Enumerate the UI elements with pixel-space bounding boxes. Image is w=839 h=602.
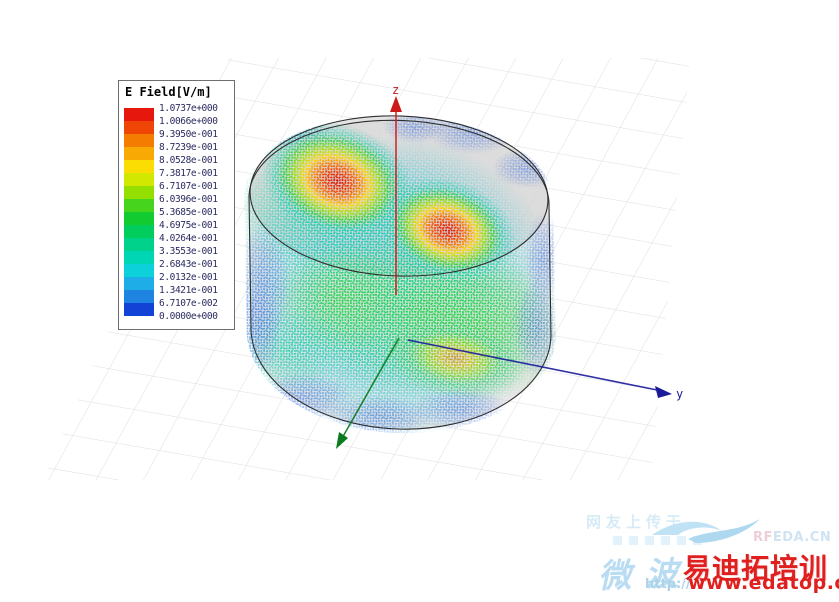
watermark-site-rf: RF — [753, 530, 773, 545]
legend-colorbar — [124, 108, 154, 316]
axis-x-arrow — [336, 432, 348, 449]
legend-color-band — [124, 303, 154, 316]
watermark-brand-name: 易迪拓培训 — [683, 552, 829, 585]
hotspot-top-right — [378, 177, 516, 283]
legend-color-band — [124, 147, 154, 160]
axis-z-arrow — [390, 96, 402, 112]
legend-value: 1.3421e-001 — [159, 285, 218, 296]
legend-value: 1.0066e+000 — [159, 116, 218, 127]
legend-color-band — [124, 173, 154, 186]
legend-value: 9.3950e-001 — [159, 129, 218, 140]
watermark-site-label: RFEDA.CN — [753, 530, 831, 545]
legend-value: 6.0396e-001 — [159, 194, 218, 205]
legend-value: 6.7107e-002 — [159, 298, 218, 309]
field-cloud — [244, 115, 556, 434]
hotspot-side-lower-right — [383, 317, 527, 399]
legend-color-band — [124, 212, 154, 225]
legend-value: 4.0264e-001 — [159, 233, 218, 244]
legend-value: 3.3553e-001 — [159, 246, 218, 257]
legend-color-band — [124, 225, 154, 238]
bird-logo — [652, 519, 760, 543]
legend-title: E Field[V/m] — [125, 85, 212, 99]
cylinder-model[interactable] — [223, 103, 573, 440]
legend-color-band — [124, 108, 154, 121]
axis-z: z — [390, 83, 402, 295]
cylinder-silhouette-edge — [248, 119, 552, 430]
axis-y-label: y — [676, 387, 683, 401]
legend-value: 1.0737e+000 — [159, 103, 218, 114]
legend-value: 2.6843e-001 — [159, 259, 218, 270]
legend-value: 8.7239e-001 — [159, 142, 218, 153]
watermark-url: www.edatop.com — [688, 572, 839, 594]
legend-color-band — [124, 264, 154, 277]
legend-color-band — [124, 251, 154, 264]
legend-values: 1.0737e+000 1.0066e+000 9.3950e-001 8.7239e… — [159, 102, 218, 323]
legend-value: 0.0000e+000 — [159, 311, 218, 322]
legend-color-band — [124, 186, 154, 199]
legend-color-band — [124, 134, 154, 147]
legend-value: 8.0528e-001 — [159, 155, 218, 166]
hotspot-top-left — [260, 121, 414, 241]
axis-z-label: z — [392, 83, 399, 97]
legend-value: 5.3685e-001 — [159, 207, 218, 218]
legend-value: 6.7107e-001 — [159, 181, 218, 192]
legend-color-band — [124, 199, 154, 212]
legend-color-band — [124, 121, 154, 134]
axis-x — [336, 337, 400, 449]
axis-y: y — [407, 339, 683, 401]
legend-panel[interactable]: E Field[V/m] 1.0737e+000 1.0066e+000 9.395… — [118, 80, 235, 330]
legend-color-band — [124, 238, 154, 251]
legend-color-band — [124, 160, 154, 173]
legend-color-band — [124, 277, 154, 290]
watermark-upload-note: 网友上传于 — [586, 513, 687, 531]
legend-color-band — [124, 290, 154, 303]
watermark-url-prefix: http:// — [645, 577, 691, 592]
axis-y-arrow — [655, 386, 672, 398]
legend-value: 2.0132e-001 — [159, 272, 218, 283]
watermark-site-rest: EDA.CN — [772, 530, 832, 545]
legend-value: 7.3817e-001 — [159, 168, 218, 179]
legend-value: 4.6975e-001 — [159, 220, 218, 231]
